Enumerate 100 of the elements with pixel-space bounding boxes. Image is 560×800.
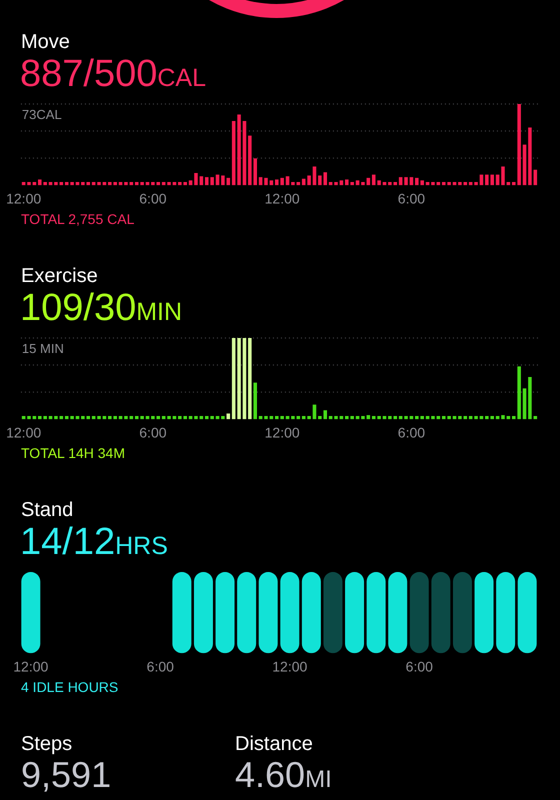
bar <box>442 182 446 186</box>
bar <box>296 416 300 420</box>
bar <box>183 182 187 186</box>
x-tick-label: 12:00 <box>6 190 42 206</box>
bar <box>517 366 521 420</box>
bar <box>43 182 47 186</box>
bar <box>108 416 112 420</box>
bar <box>60 182 64 186</box>
bar <box>274 416 279 420</box>
bar <box>517 104 521 186</box>
bar <box>130 416 134 420</box>
chart-subtitle: 14/12HRS <box>20 521 168 565</box>
bar <box>372 416 376 420</box>
x-tick-label: 6:00 <box>398 424 426 440</box>
bar <box>130 182 134 186</box>
x-tick-label: 6:00 <box>146 658 174 674</box>
bar <box>485 416 489 420</box>
bar <box>86 182 90 186</box>
bar <box>398 177 402 186</box>
bar <box>436 182 440 186</box>
bar <box>60 416 64 420</box>
bar <box>302 416 306 420</box>
bar <box>366 415 370 420</box>
bar <box>420 180 424 186</box>
chart-title: Exercise <box>21 264 98 288</box>
bar <box>274 180 279 186</box>
bar <box>468 416 472 420</box>
bar <box>442 416 446 420</box>
bar <box>436 416 440 420</box>
chart-subtitle: 109/30MIN <box>20 287 182 331</box>
bar <box>398 416 402 420</box>
bar <box>393 416 398 420</box>
bar <box>92 182 96 186</box>
bar <box>468 182 472 186</box>
bar <box>162 416 166 420</box>
x-tick-label: 12:00 <box>6 424 42 440</box>
bar <box>512 416 516 420</box>
bar <box>134 416 139 420</box>
text: Distance <box>235 732 314 756</box>
bar <box>345 180 349 186</box>
y-axis-title: 15 MIN <box>22 341 64 356</box>
bar <box>490 174 494 186</box>
text: Steps <box>21 732 74 756</box>
x-tick-label: 12:00 <box>264 424 300 440</box>
bar <box>178 416 182 420</box>
bar <box>345 416 349 420</box>
bar <box>232 338 236 420</box>
bar <box>232 121 236 186</box>
bar <box>415 178 419 186</box>
bar <box>512 182 516 186</box>
bar <box>134 182 139 186</box>
bar <box>226 178 230 186</box>
y-axis-title: 73CAL <box>22 107 62 122</box>
bar <box>108 182 112 186</box>
bar <box>226 414 230 420</box>
x-tick-label: 6:00 <box>406 658 434 674</box>
text: TOTAL 14H 34M <box>21 445 126 462</box>
text: 4.60MI <box>235 754 332 797</box>
bar <box>183 416 187 420</box>
bar <box>64 416 68 420</box>
bar <box>253 382 258 420</box>
bar <box>43 416 47 420</box>
bar <box>64 182 68 186</box>
bar <box>113 416 117 420</box>
chart-title: Stand <box>21 498 74 522</box>
x-tick-label: 6:00 <box>139 424 167 440</box>
bar <box>323 410 328 420</box>
bar <box>204 177 209 186</box>
bar <box>350 182 354 186</box>
bar <box>534 416 538 420</box>
bar <box>296 182 300 186</box>
bar <box>420 416 424 420</box>
bar <box>464 182 468 186</box>
bar <box>534 170 538 186</box>
bar <box>162 182 166 186</box>
bar <box>280 416 284 420</box>
text: 9,591 <box>21 754 112 795</box>
x-tick-label: 12:00 <box>272 658 308 674</box>
x-tick-label: 6:00 <box>398 190 426 206</box>
bar <box>204 416 209 420</box>
bar <box>38 416 42 420</box>
bar <box>415 416 419 420</box>
bar <box>248 338 252 420</box>
chart-title: Move <box>21 30 70 54</box>
bar <box>178 182 182 186</box>
bar <box>393 182 398 186</box>
bar <box>372 174 376 186</box>
bar <box>38 180 42 186</box>
bar <box>156 416 160 420</box>
bar <box>86 416 90 420</box>
bar <box>302 178 306 186</box>
bar <box>490 416 494 420</box>
x-tick-label: 6:00 <box>139 190 167 206</box>
chart-subtitle: 887/500CAL <box>20 53 206 97</box>
x-tick-label: 12:00 <box>13 658 49 674</box>
bar <box>350 416 354 420</box>
bar <box>253 158 258 186</box>
bar <box>92 416 96 420</box>
x-tick-label: 12:00 <box>264 190 300 206</box>
bar <box>156 182 160 186</box>
